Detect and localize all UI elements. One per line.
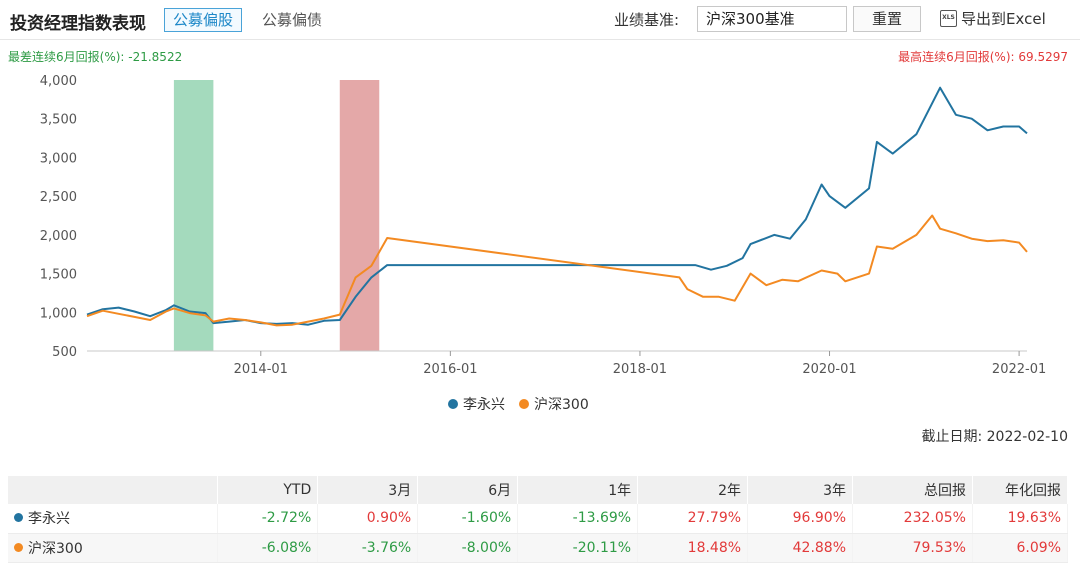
x-tick-label: 2018-01 xyxy=(613,362,667,377)
as-of-date: 截止日期: 2022-02-10 xyxy=(921,429,1068,445)
x-tick-label: 2016-01 xyxy=(423,362,477,377)
table-cell: -20.11% xyxy=(517,533,639,563)
row-name-cell: 李永兴 xyxy=(8,504,219,534)
y-tick-label: 2,500 xyxy=(40,190,77,205)
series-line-benchmark xyxy=(86,214,1028,327)
table-cell: -2.72% xyxy=(217,504,319,534)
header-cell: 3月 xyxy=(317,476,419,504)
series-line-manager xyxy=(86,86,1028,326)
worst-return-band xyxy=(173,80,214,351)
legend-item-benchmark[interactable]: 沪深300 xyxy=(519,394,589,414)
y-tick-label: 4,000 xyxy=(40,74,77,89)
row-name: 李永兴 xyxy=(28,511,70,528)
table-cell: -8.00% xyxy=(417,533,519,563)
legend-dot-benchmark xyxy=(519,399,529,409)
table-cell: -1.60% xyxy=(417,504,519,534)
reset-button[interactable]: 重置 xyxy=(853,6,921,32)
table-cell: 96.90% xyxy=(747,504,854,534)
x-tick-label: 2020-01 xyxy=(802,362,856,377)
header-cell: 6月 xyxy=(417,476,519,504)
export-excel-button[interactable]: XLS 导出到Excel xyxy=(940,8,1046,29)
table-cell: -13.69% xyxy=(517,504,639,534)
header-cell: 2年 xyxy=(637,476,749,504)
best-return-band xyxy=(339,80,380,351)
tab-bond-funds[interactable]: 公募偏债 xyxy=(262,11,323,29)
y-tick-label: 1,500 xyxy=(40,268,77,283)
table-cell: 19.63% xyxy=(972,504,1069,534)
table-header-row: YTD 3月 6月 1年 2年 3年 总回报 年化回报 xyxy=(8,476,1069,504)
benchmark-label: 业绩基准: xyxy=(614,11,680,29)
y-tick-label: 3,500 xyxy=(40,113,77,128)
row-name-cell: 沪深300 xyxy=(8,533,219,563)
table-cell: 27.79% xyxy=(637,504,749,534)
table-row: 沪深300 -6.08% -3.76% -8.00% -20.11% 18.48… xyxy=(8,533,1069,563)
best-6m-return: 最高连续6月回报(%): 69.5297 xyxy=(898,50,1068,64)
header-bar: 投资经理指数表现 公募偏股 公募偏债 业绩基准: 沪深300基准 重置 XLS … xyxy=(0,0,1080,40)
return-bands xyxy=(173,80,380,351)
x-tick-label: 2014-01 xyxy=(234,362,288,377)
header-cell: 3年 xyxy=(747,476,854,504)
y-axis: 500 1,000 1,500 2,000 2,500 3,000 3,500 4,000 xyxy=(40,74,77,360)
tab-equity-funds[interactable]: 公募偏股 xyxy=(164,8,243,32)
x-axis: 2014-01 2016-01 2018-01 2020-01 2022-01 xyxy=(234,351,1046,377)
x-tick-label: 2022-01 xyxy=(992,362,1046,377)
legend-label-benchmark: 沪深300 xyxy=(534,397,589,413)
table-cell: 18.48% xyxy=(637,533,749,563)
header-cell xyxy=(8,476,219,504)
excel-file-icon: XLS xyxy=(940,10,957,27)
benchmark-select[interactable]: 沪深300基准 xyxy=(697,6,847,32)
table-row: 李永兴 -2.72% 0.90% -1.60% -13.69% 27.79% 9… xyxy=(8,504,1069,534)
performance-table: YTD 3月 6月 1年 2年 3年 总回报 年化回报 李永兴 -2.72% 0… xyxy=(8,476,1069,563)
header-cell: YTD xyxy=(217,476,319,504)
table-cell: 6.09% xyxy=(972,533,1069,563)
y-tick-label: 3,000 xyxy=(40,151,77,166)
table-cell: 0.90% xyxy=(317,504,419,534)
series-lines xyxy=(86,86,1028,327)
chart-legend: 李永兴 沪深300 xyxy=(448,394,589,414)
table-cell: 79.53% xyxy=(852,533,973,563)
row-name: 沪深300 xyxy=(28,540,83,557)
legend-dot-manager xyxy=(448,399,458,409)
y-tick-label: 2,000 xyxy=(40,229,77,244)
table-cell: 42.88% xyxy=(747,533,854,563)
table-cell: 232.05% xyxy=(852,504,973,534)
header-cell: 总回报 xyxy=(852,476,973,504)
row-color-dot xyxy=(14,513,23,523)
y-tick-label: 1,000 xyxy=(40,306,77,321)
y-tick-label: 500 xyxy=(52,345,77,360)
performance-line-chart: 500 1,000 1,500 2,000 2,500 3,000 3,500 4,000 2… xyxy=(40,74,1046,377)
table-cell: -6.08% xyxy=(217,533,319,563)
row-color-dot xyxy=(14,542,23,552)
header-cell: 年化回报 xyxy=(972,476,1069,504)
legend-item-manager[interactable]: 李永兴 xyxy=(448,394,505,414)
table-cell: -3.76% xyxy=(317,533,419,563)
page-title: 投资经理指数表现 xyxy=(10,14,146,34)
legend-label-manager: 李永兴 xyxy=(463,397,505,413)
header-cell: 1年 xyxy=(517,476,639,504)
worst-6m-return: 最差连续6月回报(%): -21.8522 xyxy=(8,50,183,64)
export-label: 导出到Excel xyxy=(961,10,1046,28)
